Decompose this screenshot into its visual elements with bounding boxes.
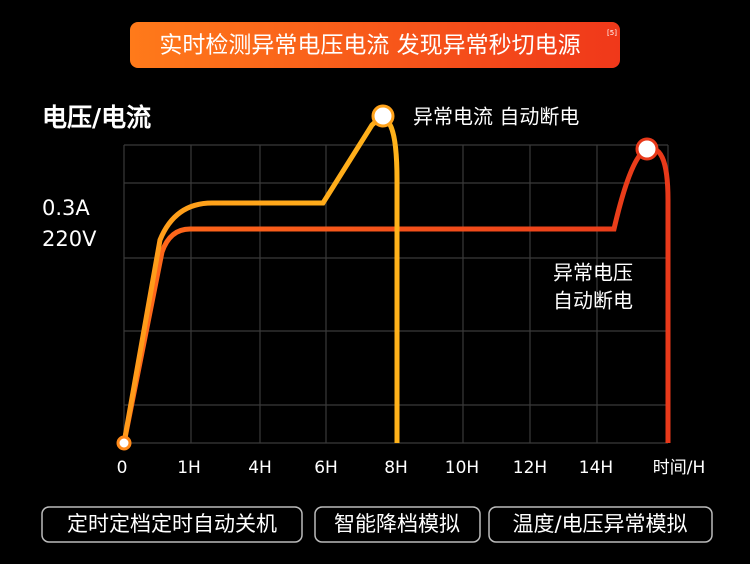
x-tick-label: 10H bbox=[445, 458, 479, 478]
x-tick-label: 12H bbox=[513, 458, 547, 478]
button-label[interactable]: 定时定档定时自动关机 bbox=[67, 512, 277, 536]
voltage-curve bbox=[121, 146, 671, 444]
voltage-annotation: 异常电压 bbox=[553, 261, 633, 285]
x-tick-label: 8H bbox=[384, 458, 408, 478]
current-curve bbox=[121, 116, 400, 444]
button-label[interactable]: 温度/电压异常模拟 bbox=[512, 512, 687, 536]
button-label[interactable]: 智能降档模拟 bbox=[334, 512, 460, 536]
current-peak bbox=[371, 104, 395, 128]
voltage-annotation: 自动断电 bbox=[553, 289, 633, 313]
x-axis-label: 时间/H bbox=[653, 458, 706, 478]
y-value: 220V bbox=[42, 227, 97, 251]
button[interactable] bbox=[488, 506, 713, 543]
x-tick-label: 1H bbox=[177, 458, 201, 478]
footnote: [5] bbox=[607, 29, 617, 37]
x-tick-label: 6H bbox=[314, 458, 338, 478]
banner-title: 实时检测异常电压电流 发现异常秒切电源 bbox=[159, 33, 580, 59]
y-label: 电压/电流 bbox=[42, 103, 151, 132]
banner bbox=[130, 22, 620, 68]
x-tick-label: 14H bbox=[579, 458, 613, 478]
x-tick-label: 0 bbox=[117, 458, 128, 478]
y-value: 0.3A bbox=[42, 196, 90, 220]
current-annotation: 异常电流 自动断电 bbox=[413, 105, 579, 129]
voltage-peak bbox=[635, 137, 659, 161]
button[interactable] bbox=[314, 506, 481, 543]
button[interactable] bbox=[41, 506, 303, 543]
x-tick-label: 4H bbox=[248, 458, 272, 478]
origin-dot bbox=[116, 435, 132, 451]
